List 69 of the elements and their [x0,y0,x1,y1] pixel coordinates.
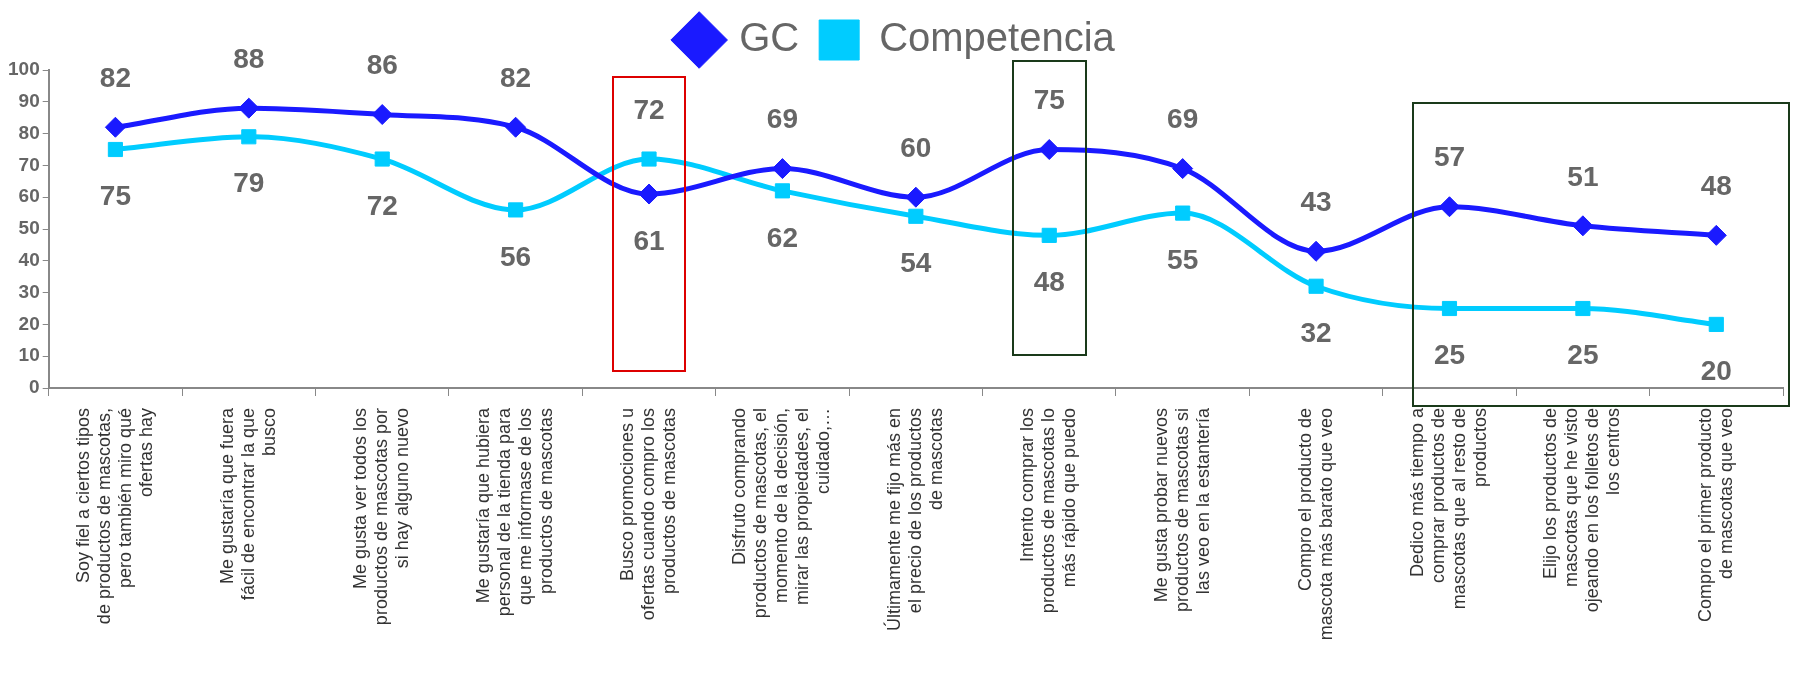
data-label: 88 [233,42,265,74]
y-tick-label: 30 [18,280,40,302]
point [908,208,924,224]
point [508,202,524,218]
point [641,151,657,167]
point [771,158,793,180]
y-tick-label: 100 [8,58,40,80]
data-label: 56 [500,240,532,272]
point [1708,316,1724,332]
data-label: 82 [99,61,131,93]
data-label: 75 [1033,84,1065,116]
legend-label: GC [739,15,800,60]
y-tick-label: 40 [18,249,40,271]
x-tick-label: Disfruto comprando productos de mascotas, el momento de la decisión, mirar las propiedades, el cuidado,… [729,408,834,619]
point [505,116,527,138]
point [774,183,791,199]
data-label: 62 [766,221,799,253]
point [374,151,390,167]
y-tick-label: 60 [18,185,40,207]
legend-label: Competencia [879,15,1116,60]
point [1305,240,1327,262]
point [1572,215,1594,237]
point [1308,278,1324,294]
data-label: 32 [1300,316,1332,348]
x-tick-label: Soy fiel a ciertos tipos de productos de mascotas, pero también miro qué ofertas hay [72,408,156,625]
x-tick-label: Dedico más tiempo a comprar productos de mascotas que al resto de productos [1406,407,1490,610]
data-label: 57 [1433,141,1466,173]
y-tick-label: 50 [18,217,40,239]
point [1175,205,1191,221]
data-label: 25 [1433,339,1466,371]
data-label: 69 [1167,103,1199,135]
y-tick-label: 70 [18,153,40,175]
point [1038,139,1060,160]
data-label: 48 [1033,266,1065,298]
y-tick-label: 0 [29,376,40,398]
data-label: 86 [366,49,398,81]
y-tick-label: 10 [18,344,40,366]
point [905,186,927,208]
data-label: 72 [366,189,398,221]
data-label: 20 [1700,355,1732,387]
x-tick-label: Me gustaría que fuera fácil de encontrar la que busco [216,407,279,601]
point [1575,300,1591,317]
point [107,141,123,158]
point [1441,300,1458,317]
data-label: 25 [1567,339,1599,371]
data-label: 43 [1300,185,1332,217]
point [1438,196,1460,218]
y-tick-label: 80 [18,121,40,143]
data-label: 61 [633,224,665,256]
data-label: 54 [900,247,932,278]
y-tick-label: 90 [18,90,40,112]
point [241,129,257,145]
data-label: 48 [1700,170,1732,202]
point [238,97,260,119]
data-label: 51 [1567,160,1599,192]
data-label: 72 [633,93,665,125]
point [1172,158,1194,180]
point [104,116,126,138]
point [1705,224,1727,246]
point [1041,227,1057,243]
data-label: 60 [900,131,932,163]
point [371,104,393,126]
data-label: 75 [99,180,131,212]
data-label: 79 [233,167,265,199]
data-label: 69 [766,103,799,135]
data-label: 82 [500,61,532,93]
point [638,183,660,205]
data-label: 55 [1167,243,1199,275]
y-tick-label: 20 [18,312,40,334]
